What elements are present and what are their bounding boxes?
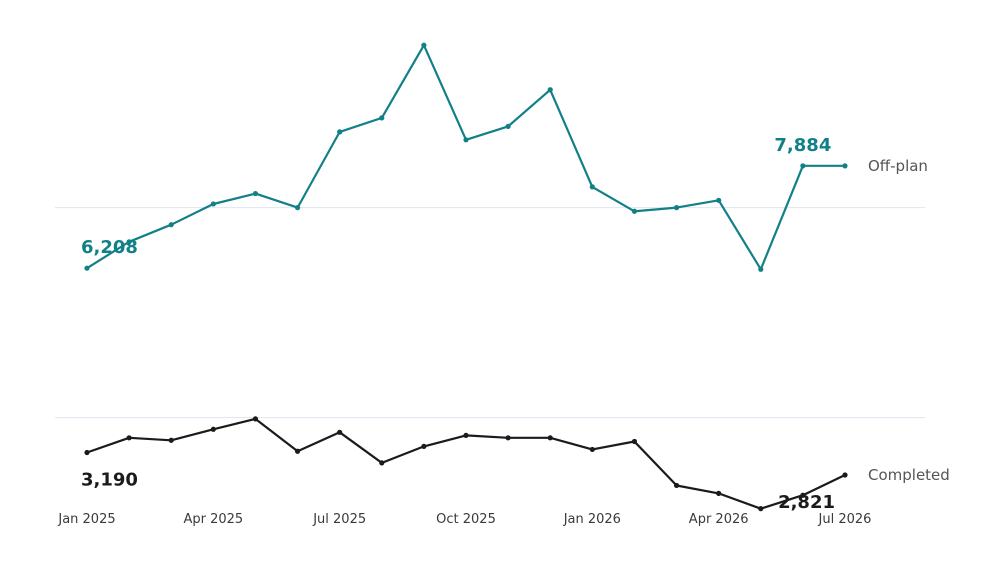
- point-off-plan-14: [673, 205, 680, 211]
- gridlines: [55, 207, 925, 419]
- point-off-plan-10: [505, 123, 511, 130]
- point-completed-17: [800, 492, 806, 498]
- data-label-completed-18: 2,821: [778, 492, 835, 513]
- series-completed: [84, 416, 848, 512]
- x-axis: Jan 2025 Apr 2025 Jul 2025 Oct 2025 Jan 2026…: [57, 512, 871, 527]
- point-off-plan-1: [126, 239, 132, 245]
- series-line-off-plan: [85, 44, 847, 271]
- point-off-plan-6: [337, 129, 343, 135]
- point-completed-8: [421, 443, 427, 449]
- point-completed-5: [294, 448, 301, 454]
- point-off-plan-17: [800, 163, 806, 169]
- point-off-plan-2: [168, 222, 174, 228]
- point-completed-15: [716, 490, 722, 496]
- point-off-plan-3: [210, 201, 216, 207]
- x-tick-label-4: Jan 2026: [563, 512, 621, 527]
- point-completed-14: [673, 482, 680, 489]
- point-off-plan-0: [84, 265, 90, 271]
- point-completed-10: [505, 435, 511, 441]
- point-completed-9: [463, 432, 469, 438]
- data-label-off-plan-17: 7,884: [774, 135, 831, 156]
- point-completed-18: [842, 472, 848, 478]
- x-tick-label-6: Jul 2026: [818, 512, 872, 527]
- point-off-plan-18: [842, 163, 848, 169]
- point-off-plan-12: [589, 184, 595, 190]
- point-completed-2: [168, 437, 174, 443]
- point-completed-12: [589, 446, 595, 453]
- point-off-plan-13: [631, 208, 638, 214]
- series-name-off-plan: Off-plan: [868, 157, 928, 175]
- point-completed-6: [337, 429, 343, 435]
- point-completed-4: [252, 416, 259, 422]
- point-off-plan-11: [547, 87, 553, 93]
- x-tick-label-3: Oct 2025: [436, 512, 496, 527]
- point-off-plan-15: [716, 197, 722, 203]
- point-off-plan-9: [463, 137, 469, 143]
- x-tick-label-1: Apr 2025: [183, 512, 243, 527]
- data-label-off-plan-0: 6,208: [81, 237, 138, 258]
- x-tick-label-5: Apr 2026: [689, 512, 749, 527]
- series-layer: [84, 42, 848, 512]
- point-off-plan-5: [294, 205, 301, 211]
- point-completed-7: [379, 460, 385, 466]
- data-label-completed-0: 3,190: [81, 469, 138, 490]
- point-completed-16: [758, 506, 764, 512]
- point-off-plan-16: [758, 266, 764, 272]
- point-completed-0: [84, 449, 90, 456]
- point-off-plan-7: [379, 115, 385, 121]
- point-off-plan-8: [421, 42, 427, 48]
- x-tick-label-0: Jan 2025: [57, 512, 115, 527]
- series-off-plan: [84, 42, 848, 272]
- labels-layer: Off-plan 6,208 7,884 Completed 3,190 2,821: [81, 135, 950, 513]
- point-completed-3: [210, 426, 216, 432]
- point-completed-1: [126, 435, 132, 441]
- point-completed-11: [547, 435, 553, 441]
- point-completed-13: [631, 438, 638, 445]
- series-name-completed: Completed: [868, 466, 950, 484]
- series-line-completed: [85, 417, 847, 510]
- point-off-plan-4: [252, 190, 259, 197]
- x-tick-label-2: Jul 2025: [312, 512, 366, 527]
